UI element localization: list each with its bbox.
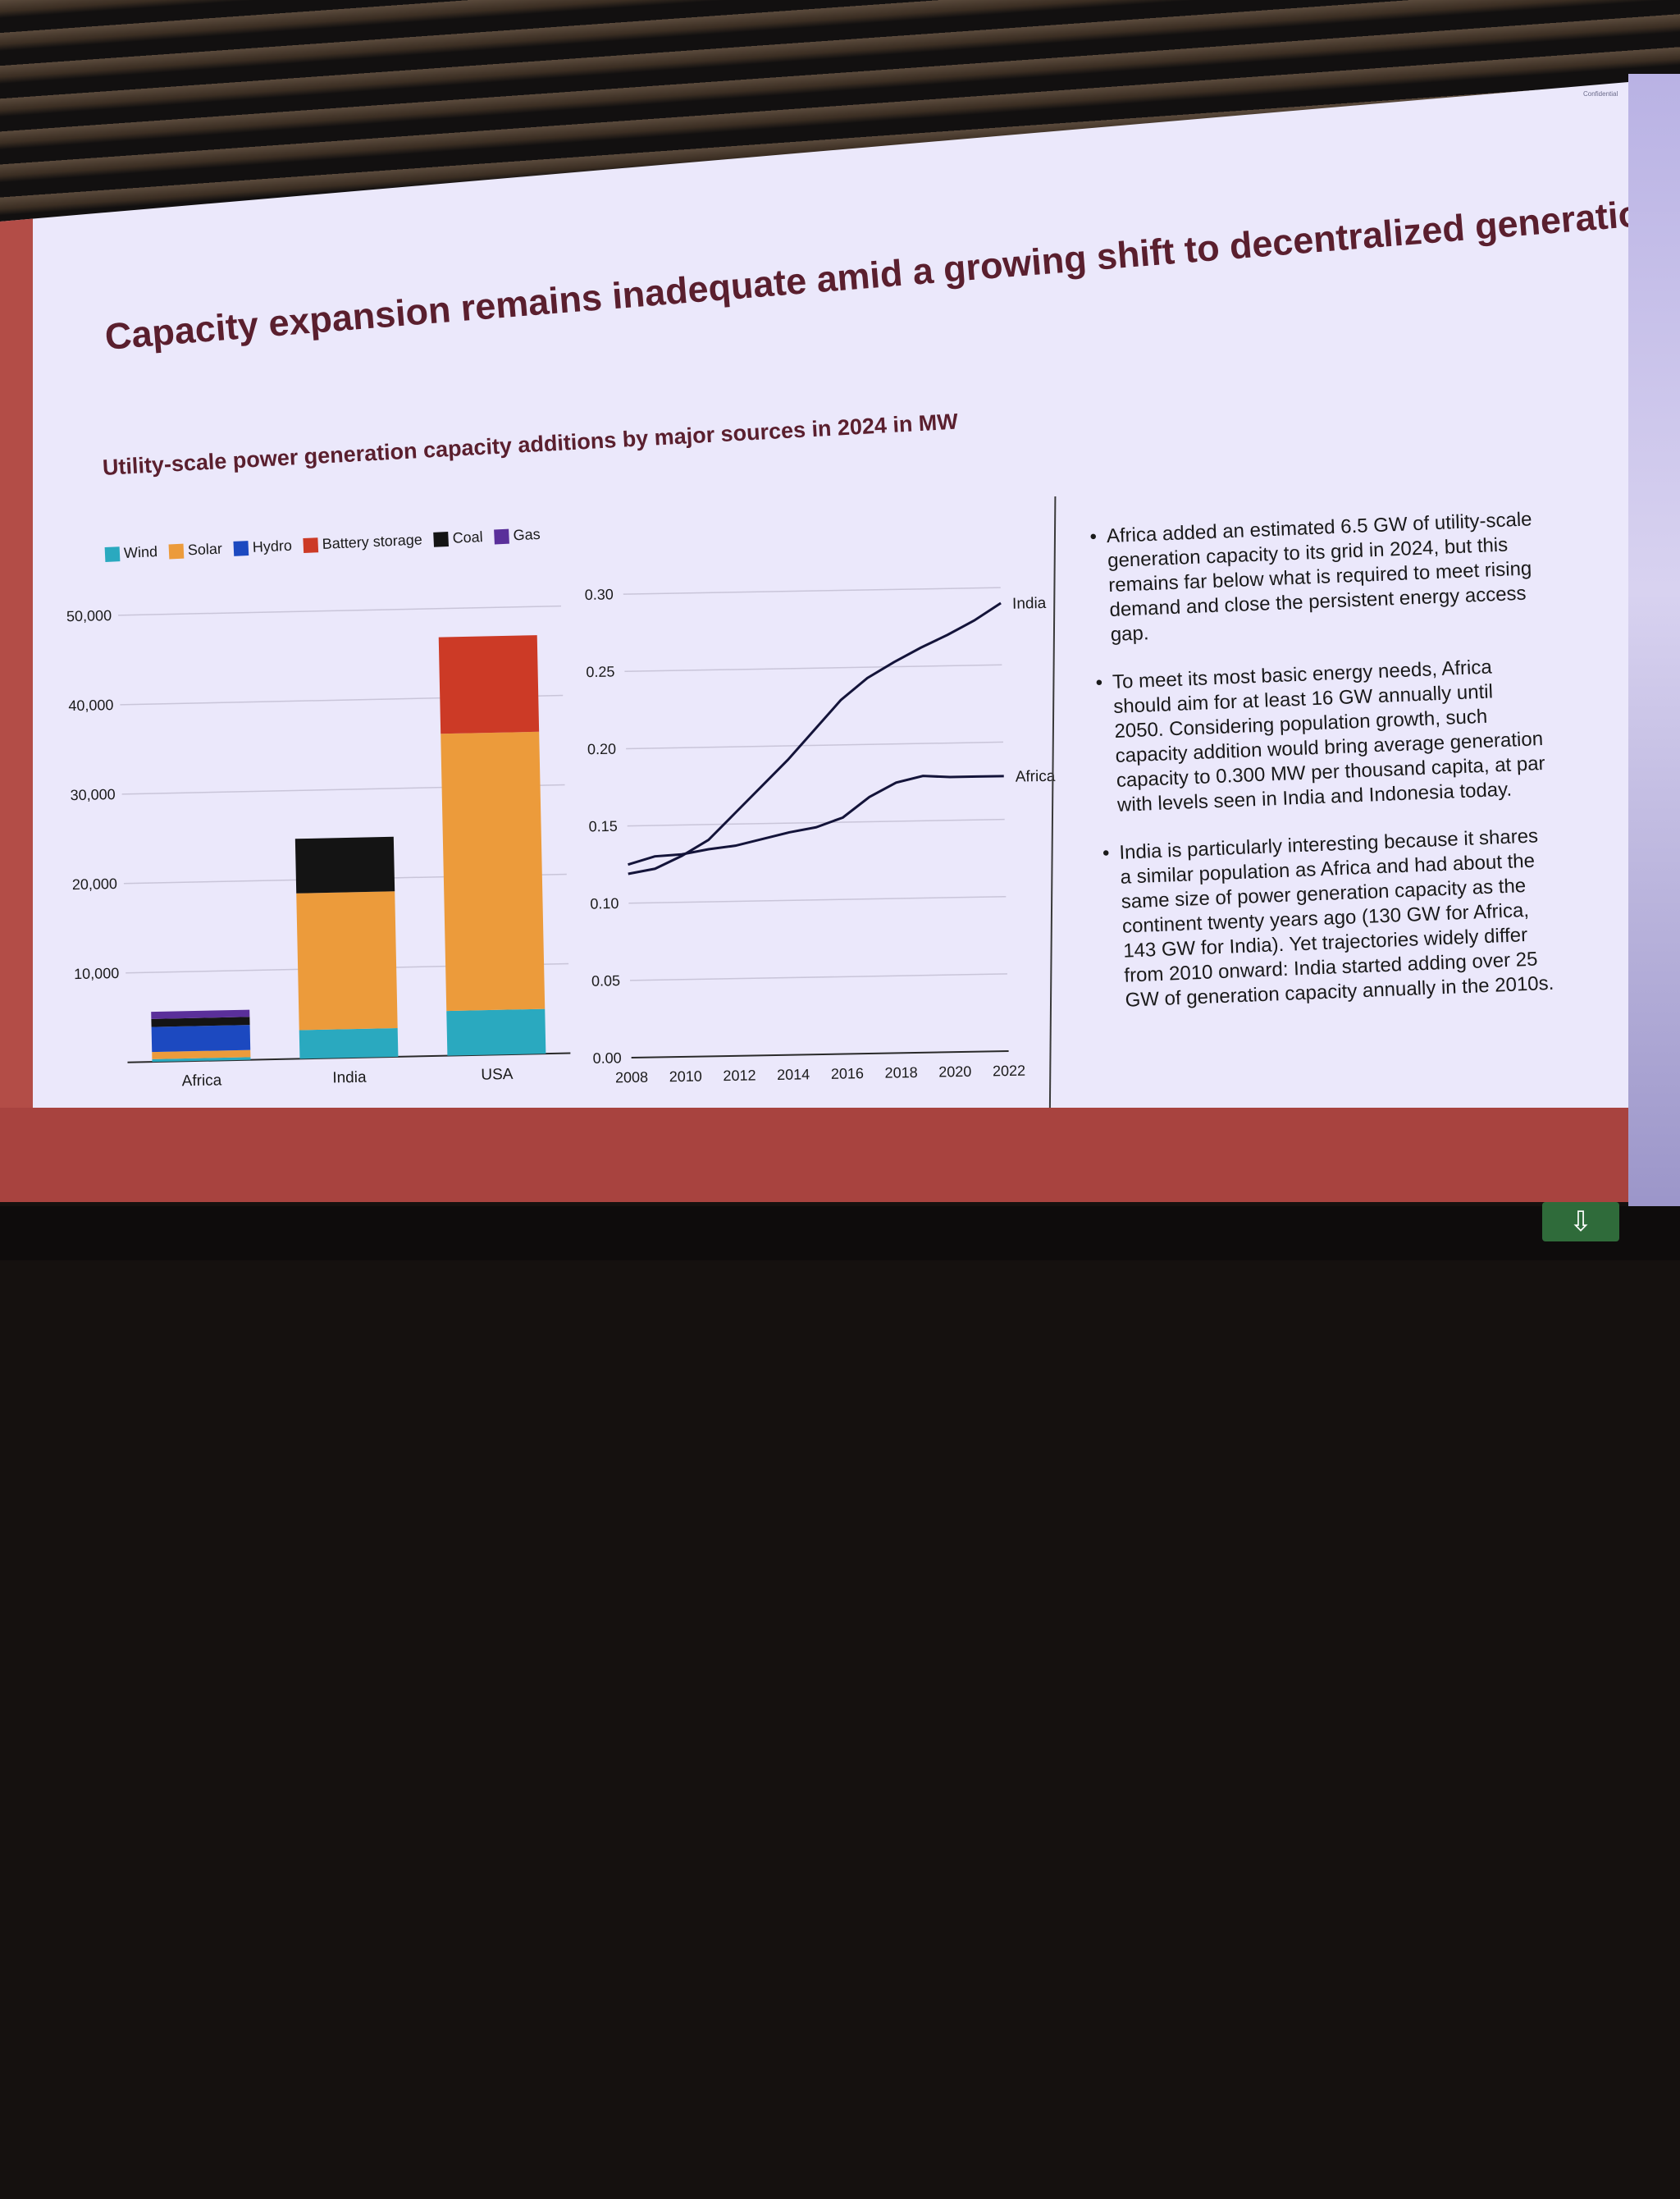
series-line-india	[628, 601, 1002, 875]
bar-segment	[446, 1008, 546, 1056]
bar-segment	[299, 1027, 399, 1059]
bar-y-tick-label: 40,000	[68, 697, 113, 714]
legend-label: Battery storage	[322, 531, 423, 552]
legend-item: Hydro	[233, 537, 292, 557]
legend-swatch	[168, 543, 185, 559]
slide-title-wrap: Capacity expansion remains inadequate am…	[103, 190, 1665, 359]
line-y-tick-label: 0.30	[585, 586, 614, 603]
line-x-tick-label: 2016	[831, 1065, 864, 1082]
bar-category-label: USA	[481, 1066, 514, 1084]
bar-segment	[151, 1009, 250, 1019]
bar-category-label: India	[332, 1069, 367, 1087]
confidential-label: Confidential	[1583, 90, 1618, 98]
legend-item: Solar	[168, 541, 222, 560]
legend-item: Battery storage	[303, 531, 422, 554]
legend-item: Coal	[433, 528, 483, 548]
legend-swatch	[494, 528, 510, 544]
line-x-tick-label: 2014	[777, 1066, 810, 1083]
line-x-tick-label: 2010	[669, 1068, 702, 1086]
bar-segment	[294, 836, 395, 894]
legend-label: Solar	[187, 540, 223, 559]
line-y-tick-label: 0.05	[591, 972, 620, 990]
slide-left-accent	[0, 213, 33, 1198]
right-wall	[1628, 74, 1680, 1223]
bar-y-tick-label: 10,000	[74, 965, 119, 982]
line-gridline	[623, 587, 1001, 595]
room-floor	[0, 1206, 1680, 1260]
line-y-tick-label: 0.15	[589, 818, 618, 835]
page-number: 28	[1483, 2178, 1504, 2198]
line-x-tick-label: 2008	[615, 1069, 648, 1086]
legend-label: Wind	[123, 543, 158, 561]
bullet-item: • India is particularly interesting becau…	[1102, 824, 1559, 1014]
chart-subtitle: Utility-scale power generation capacity …	[102, 409, 959, 480]
series-end-label: Africa	[1016, 768, 1056, 786]
line-x-tick-label: 2018	[884, 1064, 917, 1081]
line-gridline	[630, 973, 1007, 981]
bullet-text: To meet its most basic energy needs, Afr…	[1112, 656, 1546, 816]
legend-label: Hydro	[252, 537, 293, 555]
bar-segment	[151, 1025, 251, 1053]
bullet-text: Africa added an estimated 6.5 GW of util…	[1106, 508, 1533, 647]
legend-label: Coal	[452, 528, 484, 546]
bar-segment	[152, 1049, 251, 1059]
line-x-tick-label: 2012	[723, 1067, 756, 1084]
bullet-dot: •	[1095, 671, 1103, 694]
line-gridline	[627, 818, 1005, 827]
legend-swatch	[104, 546, 121, 562]
line-x-tick-label: 2020	[938, 1063, 971, 1081]
bar-y-tick-label: 30,000	[70, 786, 115, 803]
chart-subtitle-wrap: Utility-scale power generation capacity …	[102, 409, 958, 481]
line-y-tick-label: 0.20	[587, 741, 616, 758]
legend-label: Gas	[513, 525, 541, 544]
legend-swatch	[233, 540, 249, 556]
legend-swatch	[433, 531, 450, 547]
line-x-tick-label: 2022	[993, 1063, 1025, 1080]
sources-note: Sources: AFC Research, UNSTATS, Central …	[59, 2147, 660, 2165]
bullet-list: • Africa added an estimated 6.5 GW of uti…	[1089, 507, 1561, 1037]
bar-gridline	[118, 605, 561, 616]
bullet-item: • Africa added an estimated 6.5 GW of uti…	[1089, 507, 1545, 648]
bar-segment	[296, 891, 398, 1031]
line-y-tick-label: 0.25	[586, 664, 614, 681]
bar-segment	[441, 731, 546, 1012]
line-y-tick-label: 0.00	[592, 1049, 621, 1067]
emergency-exit-icon: ⇩	[1542, 1202, 1619, 1241]
series-line-africa	[628, 775, 1004, 866]
bullet-dot: •	[1102, 842, 1111, 865]
line-gridline	[628, 895, 1007, 904]
bar-chart-legend: Wind Solar Hydro Battery storage Coal Gas	[104, 526, 541, 563]
bullet-text: India is particularly interesting becaus…	[1118, 825, 1554, 1012]
bar-category-label: Africa	[181, 1072, 221, 1090]
stacked-bar-chart: 10,000 20,000 30,000 40,000 50,000 Africa Indi…	[66, 605, 571, 1090]
bullet-dot: •	[1089, 525, 1098, 548]
legend-swatch	[303, 537, 319, 553]
bar-y-tick-label: 50,000	[66, 607, 112, 624]
bullet-item: • To meet its most basic energy needs, Af…	[1095, 653, 1552, 819]
slide-footer: Sources: AFC Research, UNSTATS, Central …	[0, 1108, 1628, 1202]
projection-screen: Confidential Capacity expansion remains …	[0, 82, 1628, 1202]
series-end-label: India	[1012, 595, 1047, 613]
line-chart-plot: 0.00 0.05 0.10 0.15 0.20 0.25 0.30 2008 2010 2012…	[585, 586, 1056, 1086]
line-y-tick-label: 0.10	[590, 895, 619, 912]
bar-segment	[438, 635, 540, 734]
line-gridline	[624, 664, 1002, 673]
slide-title: Capacity expansion remains inadequate am…	[103, 190, 1665, 358]
bar-chart-plot: 10,000 20,000 30,000 40,000 50,000 Africa Indi…	[66, 605, 571, 1090]
line-x-axis	[631, 1050, 1009, 1059]
legend-item: Gas	[494, 526, 541, 546]
line-gridline	[626, 741, 1004, 750]
legend-item: Wind	[104, 543, 158, 563]
bar-y-tick-label: 20,000	[72, 875, 117, 893]
bar-segment	[151, 1017, 250, 1027]
capacity-per-capita-line-chart: 0.00 0.05 0.10 0.15 0.20 0.25 0.30 2008 2010 2012…	[585, 586, 1056, 1086]
bar-segment	[152, 1057, 251, 1063]
